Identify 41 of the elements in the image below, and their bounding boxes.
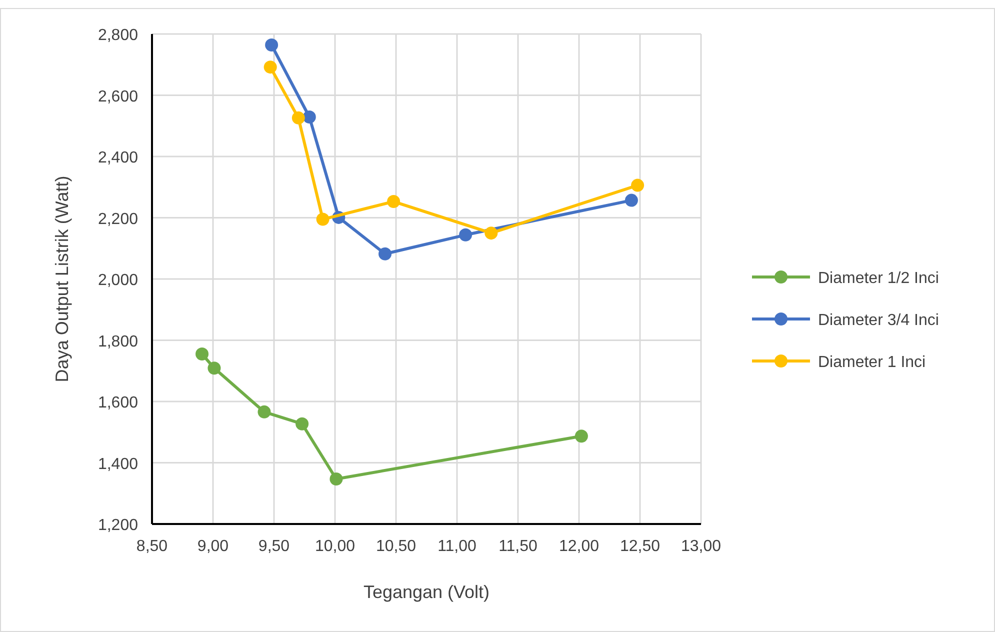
point	[208, 362, 221, 375]
point	[330, 472, 343, 486]
y-tick-label: 1,600	[98, 394, 138, 412]
legend-label: Diameter 1/2 Inci	[818, 270, 939, 287]
point	[196, 348, 209, 361]
point	[296, 417, 309, 430]
y-tick-label: 2,600	[98, 88, 138, 106]
y-tick-label: 1,400	[98, 456, 138, 473]
y-tick-label: 1,800	[98, 333, 138, 350]
x-tick-label: 12,50	[620, 538, 660, 555]
x-axis-title: Tegangan (Volt)	[363, 582, 490, 602]
y-tick-label: 2,000	[98, 272, 138, 289]
x-tick-label: 10,50	[376, 538, 416, 555]
x-tick-label: 9,00	[197, 538, 229, 555]
point	[387, 195, 400, 208]
legend-label: Diameter 3/4 Inci	[818, 312, 939, 329]
x-tick-label: 11,50	[498, 538, 538, 555]
point	[631, 178, 644, 192]
point	[265, 38, 278, 52]
legend-label: Diameter 1 Inci	[818, 354, 926, 371]
point	[484, 226, 498, 240]
x-tick-label: 10,00	[314, 538, 356, 555]
y-tick-label: 1,200	[98, 517, 138, 534]
point	[302, 110, 316, 124]
x-tick-label: 11,00	[438, 538, 477, 555]
point	[378, 247, 392, 260]
y-tick-label: 2,800	[98, 27, 138, 44]
point	[459, 228, 472, 242]
y-tick-label: 2,200	[98, 210, 138, 228]
point	[292, 111, 305, 124]
y-axis-title: Daya Output Listrik (Watt)	[52, 176, 72, 382]
point	[316, 212, 330, 226]
point	[574, 430, 588, 443]
x-tick-label: 8,50	[136, 538, 168, 555]
y-tick-label: 2,400	[98, 150, 138, 166]
x-tick-label: 12,00	[558, 538, 600, 555]
x-tick-label: 9,50	[258, 538, 290, 555]
point	[624, 194, 638, 207]
point	[258, 405, 271, 418]
x-tick-label: 13,00	[680, 538, 722, 555]
point	[264, 60, 277, 74]
